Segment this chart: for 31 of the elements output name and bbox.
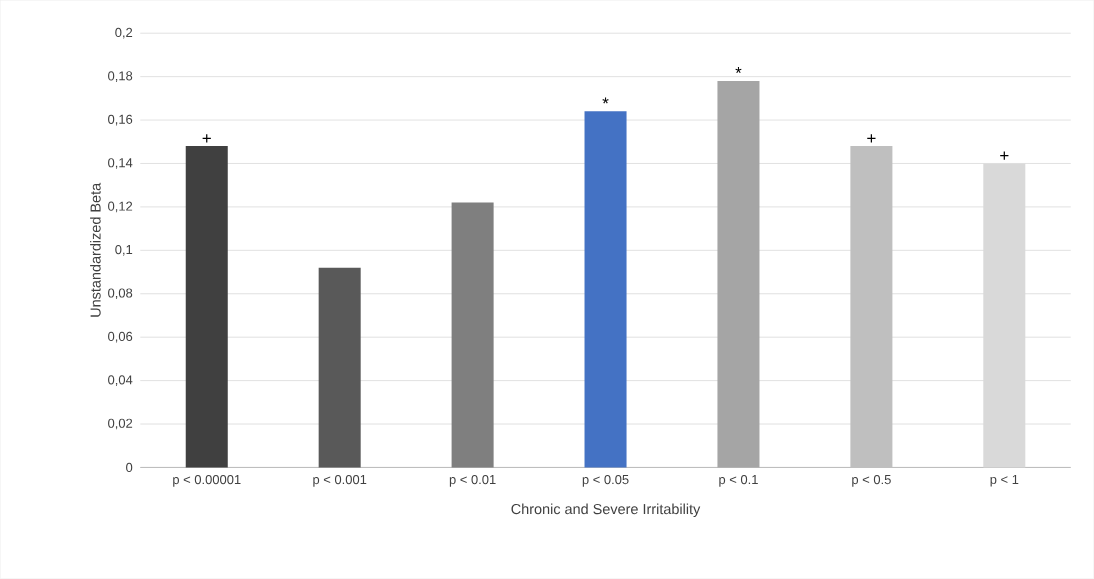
bar <box>584 111 627 468</box>
x-tick-label: p < 0.1 <box>719 475 758 487</box>
x-tick-label: p < 0.01 <box>449 475 496 487</box>
y-tick-label: 0 <box>126 462 133 473</box>
y-tick-label: 0,14 <box>108 158 133 169</box>
y-tick-label: 0,06 <box>108 331 133 343</box>
y-tick-label: 0,2 <box>115 28 133 39</box>
annotation: + <box>202 134 211 143</box>
y-tick-label: 0,04 <box>108 375 133 387</box>
bar <box>717 81 760 468</box>
y-tick-label: 0,08 <box>108 288 133 300</box>
x-tick-label: p < 1 <box>990 475 1019 487</box>
x-tick-label: p < 0.00001 <box>173 475 241 487</box>
y-tick-label: 0,1 <box>115 245 133 256</box>
annotation: * <box>735 67 742 74</box>
x-tick-label: p < 0.5 <box>852 475 891 487</box>
x-axis-title: Chronic and Severe Irritability <box>511 503 701 518</box>
y-tick-label: 0,12 <box>108 201 133 213</box>
bar <box>850 146 893 468</box>
annotation: + <box>867 134 876 143</box>
annotation: + <box>1000 151 1009 160</box>
bar <box>185 146 228 468</box>
y-tick-label: 0,02 <box>108 418 133 430</box>
bar <box>318 267 361 468</box>
bar <box>451 202 494 468</box>
x-tick-label: p < 0.05 <box>582 475 629 487</box>
x-tick-label: p < 0.001 <box>313 475 367 487</box>
y-tick-label: 0,18 <box>108 71 133 83</box>
y-axis-title: Unstandardized Beta <box>90 183 101 317</box>
annotation: * <box>602 97 609 104</box>
y-tick-label: 0,16 <box>108 114 133 126</box>
